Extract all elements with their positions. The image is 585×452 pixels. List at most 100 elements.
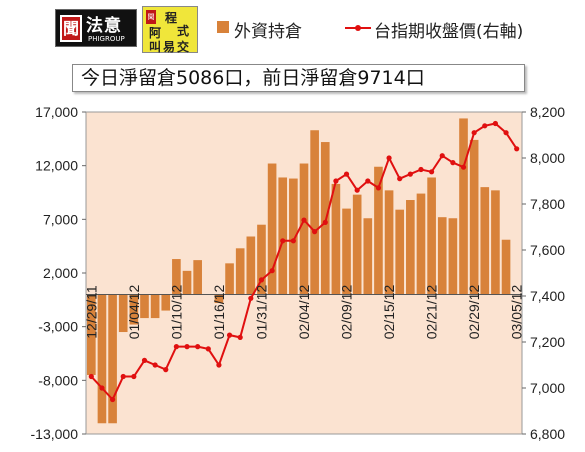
futures-close-point (471, 130, 477, 136)
futures-close-point (397, 176, 403, 182)
futures-close-point (343, 171, 350, 177)
left-axis-tick-label: -13,000 (31, 426, 79, 442)
foreign-position-bar (87, 294, 96, 375)
futures-close-point (280, 238, 286, 244)
futures-close-point (407, 171, 413, 177)
left-axis-tick-label: 12,000 (35, 158, 78, 174)
futures-close-point (237, 334, 243, 340)
futures-close-point (216, 362, 222, 368)
foreign-position-bar (118, 294, 128, 333)
foreign-position-bar (129, 294, 139, 325)
foreign-position-bar (480, 187, 490, 295)
right-axis-tick-label: 8,000 (530, 150, 565, 166)
right-axis-tick-label: 7,600 (530, 242, 565, 258)
futures-close-point (503, 130, 509, 136)
futures-close-point (205, 346, 211, 352)
foreign-position-bar (278, 177, 288, 295)
program-trading-logo: 聞 程 阿 式 叫 易 交 (142, 6, 198, 54)
futures-close-point (88, 373, 94, 380)
foreign-position-bar (193, 260, 202, 295)
futures-close-point (226, 332, 233, 338)
right-axis-tick-label: 7,800 (530, 196, 565, 212)
x-axis-tick-label: 01/04/12 (126, 285, 142, 340)
foreign-position-bar (108, 294, 117, 424)
futures-close-point (290, 238, 296, 244)
foreign-position-bar (310, 130, 319, 295)
legend-bar-swatch (217, 21, 229, 33)
futures-close-point (184, 344, 190, 350)
futures-close-point (195, 344, 201, 350)
foreign-position-bar (352, 194, 362, 295)
x-axis-tick-label: 02/04/12 (296, 285, 312, 340)
foreign-position-bar (289, 178, 298, 295)
foreign-position-bar (267, 163, 277, 295)
futures-close-point (482, 123, 488, 129)
futures-close-point (322, 219, 328, 225)
futures-close-point (120, 373, 126, 380)
futures-close-point (173, 344, 179, 350)
futures-close-point (460, 164, 467, 170)
foreign-position-bar (384, 190, 394, 295)
program-logo-char: 程 (165, 11, 178, 25)
foreign-position-bar (501, 239, 511, 295)
legend-line-marker (355, 25, 361, 31)
foreign-position-bar (437, 217, 447, 295)
x-axis-tick-label: 02/09/12 (339, 285, 355, 340)
x-axis-tick-label: 01/10/12 (168, 285, 184, 340)
foreign-position-bar (320, 142, 330, 295)
left-axis-tick-label: 7,000 (43, 211, 78, 227)
foreign-position-bar (235, 248, 245, 295)
futures-close-point (450, 160, 456, 166)
futures-close-point (301, 217, 307, 223)
foreign-position-bar (416, 193, 426, 295)
futures-close-point (333, 178, 339, 184)
futures-close-point (163, 367, 169, 373)
foreign-position-bar (257, 224, 266, 295)
phigroup-en: PHIGROUP (88, 35, 125, 43)
futures-close-point (99, 385, 105, 391)
x-axis-tick-label: 02/29/12 (466, 285, 482, 340)
futures-close-point (312, 229, 318, 235)
program-logo-seal: 聞 (146, 10, 156, 24)
x-axis-tick-label: 02/15/12 (381, 285, 397, 340)
futures-close-point (269, 268, 275, 274)
futures-close-point (439, 153, 445, 159)
futures-close-point (354, 187, 360, 193)
futures-close-point (375, 185, 382, 191)
x-axis-tick-label: 02/21/12 (424, 285, 440, 340)
x-axis-tick-label: 01/31/12 (253, 285, 269, 340)
foreign-position-bar (491, 190, 500, 295)
foreign-position-bar (225, 263, 234, 295)
futures-close-point (365, 178, 371, 184)
foreign-position-bar (395, 209, 405, 295)
foreign-position-bar (363, 218, 373, 295)
x-axis-tick-label: 03/05/12 (509, 285, 525, 340)
program-logo-char: 式 (177, 24, 190, 38)
legend-bar-label: 外資持倉 (234, 22, 302, 42)
program-logo-char: 易 (163, 40, 176, 54)
foreign-position-bar (427, 177, 436, 295)
foreign-position-bar (172, 259, 181, 295)
right-axis-tick-label: 8,200 (530, 104, 565, 120)
right-axis-tick-label: 7,200 (530, 334, 565, 350)
futures-close-point (258, 277, 265, 283)
foreign-position-bar (182, 270, 192, 295)
foreign-position-bar (97, 294, 107, 424)
program-logo-char: 阿 (149, 26, 162, 40)
foreign-position-bar (331, 183, 341, 295)
foreign-position-bar (448, 218, 458, 295)
x-axis-tick-label: 12/29/11 (83, 285, 99, 339)
futures-close-point (418, 166, 424, 173)
foreign-position-bar (140, 294, 149, 319)
futures-close-point (492, 120, 499, 127)
right-axis-tick-label: 6,800 (530, 426, 565, 442)
left-axis-tick-label: -3,000 (38, 319, 78, 335)
left-axis-tick-label: 2,000 (43, 265, 78, 281)
left-axis-tick-label: -8,000 (38, 372, 78, 388)
futures-close-point (141, 357, 148, 363)
foreign-position-bar (459, 118, 468, 295)
program-logo-char: 交 (177, 40, 190, 54)
futures-close-point (386, 155, 392, 161)
